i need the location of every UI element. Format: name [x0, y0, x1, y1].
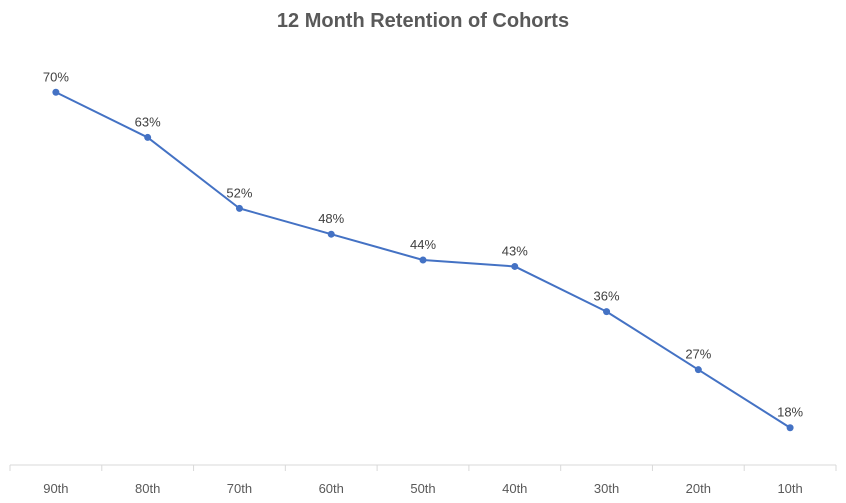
data-label: 36%	[594, 289, 620, 304]
data-point	[52, 88, 60, 96]
data-label: 48%	[318, 211, 344, 226]
x-tick-label: 60th	[319, 481, 344, 496]
x-tick-label: 90th	[43, 481, 68, 496]
data-points	[52, 88, 794, 432]
data-point	[786, 424, 794, 432]
x-axis	[9, 464, 837, 471]
data-label: 52%	[226, 185, 252, 200]
data-label: 63%	[135, 114, 161, 129]
data-point	[694, 366, 702, 374]
data-label: 44%	[410, 237, 436, 252]
data-point	[603, 308, 611, 316]
x-tick-label: 20th	[686, 481, 711, 496]
chart-title: 12 Month Retention of Cohorts	[276, 10, 570, 32]
data-point	[144, 133, 152, 141]
data-point	[327, 230, 335, 238]
data-point	[419, 256, 427, 264]
x-tick-label: 70th	[227, 481, 252, 496]
x-tick-label: 30th	[594, 481, 619, 496]
data-label: 43%	[502, 243, 528, 258]
x-tick-label: 50th	[410, 481, 435, 496]
data-label: 27%	[685, 347, 711, 362]
x-tick-label: 40th	[502, 481, 527, 496]
data-label: 18%	[777, 405, 803, 420]
data-point	[511, 262, 519, 270]
data-point	[235, 204, 243, 212]
x-tick-labels: 90th 80th 70th 60th 50th 40th 30th 20th 10th	[43, 481, 803, 496]
x-tick-label: 10th	[777, 481, 802, 496]
data-label: 70%	[43, 69, 69, 84]
data-labels: 70% 63% 52% 48% 44% 43% 36% 27% 18%	[43, 69, 804, 419]
x-tick-label: 80th	[135, 481, 160, 496]
